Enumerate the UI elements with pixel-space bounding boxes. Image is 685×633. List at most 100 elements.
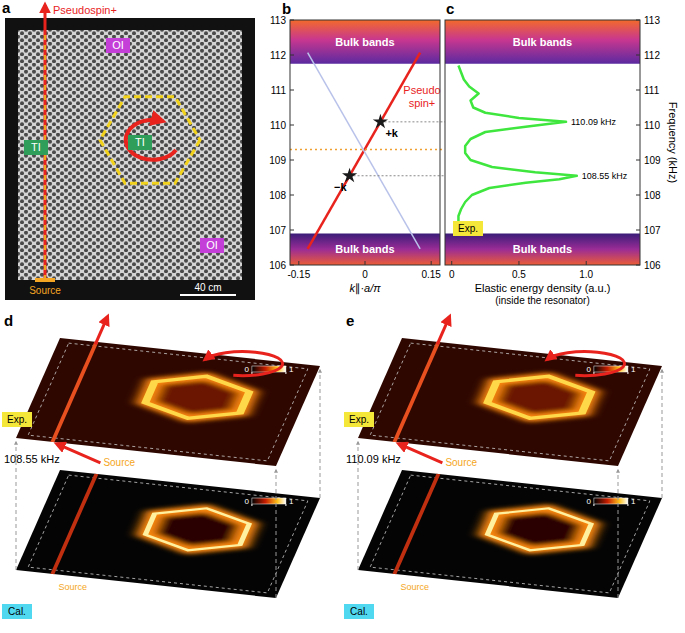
chart-c: Exp.110.09 kHz108.55 kHzBulk bandsBulk b… xyxy=(445,0,679,306)
colorbar-tick xyxy=(593,372,594,374)
y-tick-label: 107 xyxy=(644,225,661,236)
y-tick xyxy=(636,90,640,91)
y-tick-label: 108 xyxy=(644,190,661,201)
plot-frame xyxy=(290,20,440,265)
colorbar-label: 0 xyxy=(244,497,249,506)
output-arrow xyxy=(95,317,107,345)
source-label: Source xyxy=(58,582,87,592)
region-label: OI xyxy=(206,239,218,251)
region-label: TI xyxy=(31,141,41,153)
y-tick xyxy=(636,55,640,56)
input-arrow xyxy=(57,444,100,463)
panel-label: a xyxy=(2,0,11,16)
colorbar-tick xyxy=(285,372,286,374)
y-tick xyxy=(290,125,294,126)
ring-glow xyxy=(483,371,596,423)
panel-label: c xyxy=(446,0,454,17)
x-tick xyxy=(431,261,432,265)
y-tick-label: 111 xyxy=(644,85,660,96)
y-tick-label: 106 xyxy=(644,260,661,271)
input-arrow xyxy=(399,444,442,463)
cal-label: Cal. xyxy=(350,606,368,617)
x-tick-label: -0.15 xyxy=(287,269,310,280)
waveguide xyxy=(394,342,438,442)
exp-plate xyxy=(358,338,662,466)
panel-label: b xyxy=(282,0,291,17)
series-line xyxy=(458,66,576,234)
x-tick-label: 1.0 xyxy=(579,269,593,280)
x-axis-note: (inside the resonator) xyxy=(495,295,590,306)
y-tick xyxy=(290,55,294,56)
colorbar-label: 0 xyxy=(586,497,591,506)
peak-label: 108.55 kHz xyxy=(582,171,628,181)
waveguide-glow xyxy=(394,342,438,442)
y-tick-label: 109 xyxy=(644,155,661,166)
colorbar-tick xyxy=(593,504,594,506)
data-layer xyxy=(445,20,640,265)
y-tick-label: 107 xyxy=(269,225,286,236)
region-box xyxy=(128,135,152,150)
colorbar-label: 1 xyxy=(631,365,636,374)
band-label: Bulk bands xyxy=(513,243,572,255)
waveguide-glow xyxy=(52,342,96,442)
plot-frame xyxy=(445,20,640,265)
source-label: Source xyxy=(400,582,429,592)
cal-plate xyxy=(358,470,662,598)
frequency-label: 110.09 kHz xyxy=(346,453,401,465)
waveguide xyxy=(394,474,438,574)
series-line xyxy=(308,53,421,249)
waveguide xyxy=(52,342,96,442)
circulation-arrow xyxy=(126,120,176,160)
ring xyxy=(483,503,596,555)
waveguide xyxy=(52,474,96,574)
region-label: TI xyxy=(135,136,145,148)
ring xyxy=(141,371,254,423)
frequency-label: 108.55 kHz xyxy=(4,453,60,465)
source-label: Source xyxy=(103,457,135,468)
series-label-part: spin+ xyxy=(409,97,436,109)
series-label: Pseudospin+ xyxy=(403,84,440,109)
x-tick-label: 0 xyxy=(449,269,455,280)
x-tick xyxy=(518,261,519,265)
y-tick-label: 110 xyxy=(270,120,286,131)
y-tick xyxy=(636,125,640,126)
figure: aSourcePseudospin+OITITIOI40 cmPseudospi… xyxy=(0,0,685,633)
layer-connector xyxy=(662,370,663,498)
series-label-part: Pseudo xyxy=(403,84,440,96)
colorbar-tick xyxy=(251,372,252,374)
y-tick xyxy=(636,230,640,231)
region-box xyxy=(106,38,130,53)
exp-label: Exp. xyxy=(7,414,27,425)
circulation-arrow xyxy=(205,352,282,376)
y-tick-label: 113 xyxy=(644,15,660,26)
bulk-band xyxy=(445,20,640,64)
output-arrow xyxy=(437,317,449,345)
chart-b: Pseudospin+−k+kBulk bandsBulk bands10610… xyxy=(269,0,640,295)
colorbar-tick xyxy=(285,504,286,506)
resonator-boundary xyxy=(100,97,200,184)
colorbar-label: 0 xyxy=(586,365,591,374)
panel-label: e xyxy=(346,312,354,329)
ring-glow xyxy=(483,503,596,555)
x-tick xyxy=(451,261,452,265)
band-label: Bulk bands xyxy=(335,243,394,255)
exp-plate xyxy=(16,338,320,466)
y-tick xyxy=(290,20,294,21)
background xyxy=(0,0,685,633)
colorbar xyxy=(594,498,628,504)
ring-glow xyxy=(141,503,254,555)
cal-label: Cal. xyxy=(8,606,26,617)
y-tick-label: 106 xyxy=(269,260,286,271)
y-tick xyxy=(636,160,640,161)
x-tick-label: 0.15 xyxy=(421,269,441,280)
panel-label: d xyxy=(4,312,13,329)
colorbar-label: 1 xyxy=(289,365,294,374)
point-label: −k xyxy=(334,181,347,193)
plate-bg xyxy=(16,338,320,466)
colorbar-tick xyxy=(627,372,628,374)
cal-box xyxy=(2,604,32,619)
y-tick xyxy=(290,90,294,91)
scale-bar xyxy=(180,294,236,296)
layer-connector xyxy=(276,470,277,598)
region-box xyxy=(24,140,48,155)
